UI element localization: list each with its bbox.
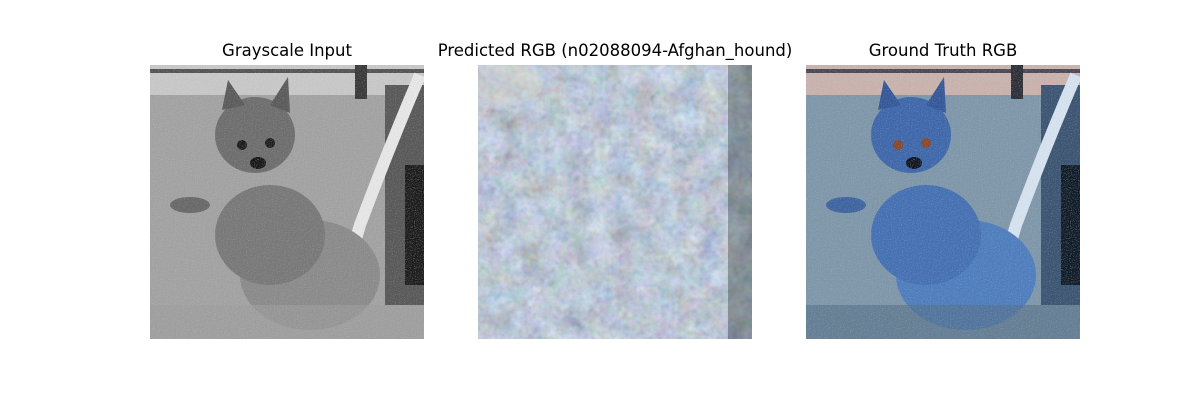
predicted-rgb-title: Predicted RGB (n02088094-Afghan_hound)	[437, 41, 793, 60]
predicted-rgb-image	[478, 65, 752, 339]
grayscale-input-image	[150, 65, 424, 339]
ground-truth-title: Ground Truth RGB	[868, 41, 1018, 60]
ground-truth-rgb-image	[806, 65, 1080, 339]
grayscale-input-title: Grayscale Input	[222, 41, 352, 60]
